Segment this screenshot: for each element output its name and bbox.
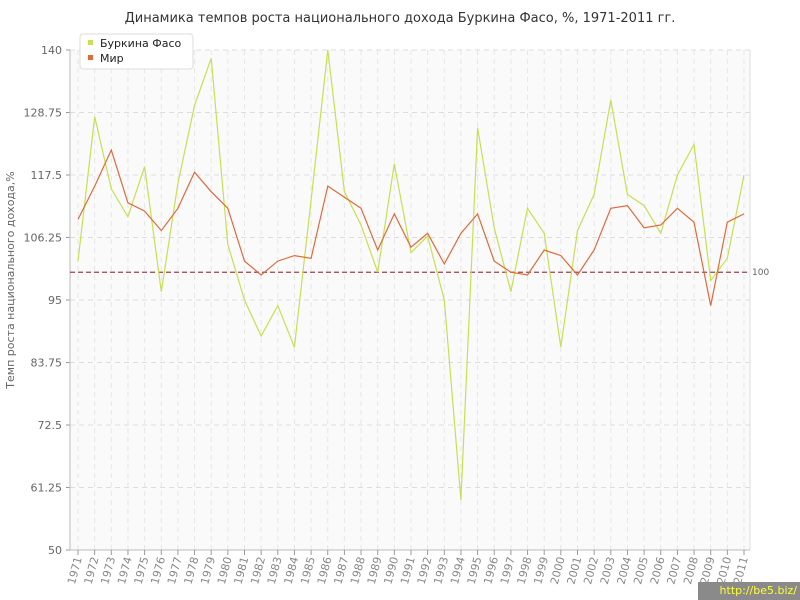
- y-tick-label: 95: [48, 294, 62, 307]
- y-tick-label: 140: [41, 44, 62, 57]
- y-tick-label: 128.75: [24, 107, 63, 120]
- y-tick-label: 61.25: [31, 482, 63, 495]
- legend: Буркина Фасо Мир: [79, 33, 194, 70]
- watermark-link[interactable]: http://be5.biz/: [698, 582, 800, 600]
- y-axis-label: Темп роста национального дохода,%: [4, 171, 17, 389]
- reference-line-label: 100: [752, 268, 769, 278]
- y-tick-label: 117.5: [31, 169, 63, 182]
- series-line-world: [77, 148, 745, 306]
- legend-swatch: [88, 55, 93, 60]
- plot-area: [70, 50, 750, 550]
- legend-box: [79, 33, 194, 70]
- y-tick-label: 72.5: [38, 419, 63, 432]
- reference-line-group: 100: [70, 268, 769, 278]
- x-axis: 1971197219731974197519761977197819791980…: [65, 549, 751, 586]
- y-tick-label: 83.75: [31, 357, 63, 370]
- series-lines: [77, 49, 745, 501]
- series-line-burkina-faso: [77, 49, 745, 501]
- legend-label: Буркина Фасо: [100, 37, 182, 50]
- y-axis: 50 61.25 72.5 83.75 95 106.25 117.5 128.75 140: [24, 44, 71, 557]
- y-tick-label: 50: [48, 544, 62, 557]
- y-tick-label: 106.25: [24, 232, 63, 245]
- grid-lines: [70, 49, 751, 551]
- chart-title: Динамика темпов роста национального дохо…: [125, 11, 676, 26]
- legend-swatch: [88, 40, 93, 45]
- legend-label: Мир: [100, 52, 124, 65]
